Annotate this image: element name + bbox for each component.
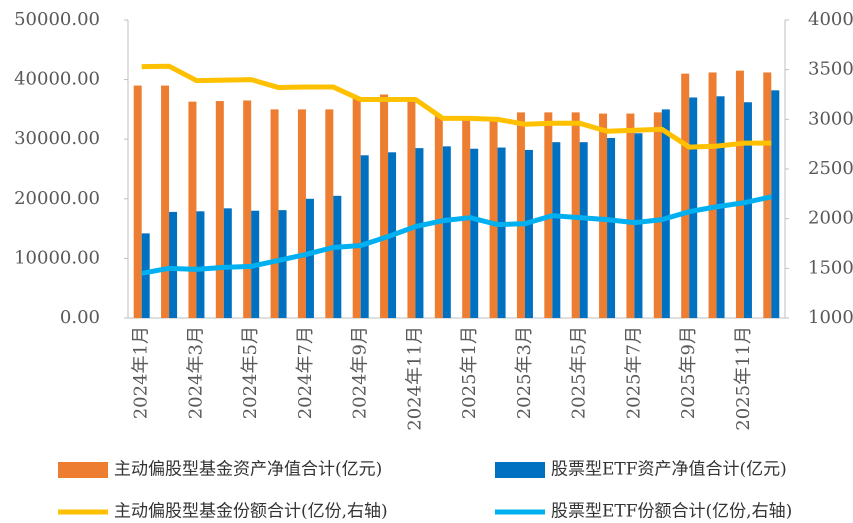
- y-tick-label: 40000.00: [14, 69, 100, 90]
- bar: [516, 112, 525, 318]
- y2-tick-label: 1500: [808, 257, 853, 278]
- bar: [133, 85, 142, 318]
- legend-label: 主动偏股型基金资产净值合计(亿元): [114, 460, 382, 480]
- x-tick-label: 2024年5月: [240, 326, 261, 419]
- bar: [607, 138, 616, 318]
- bar: [552, 142, 561, 318]
- y2-tick-label: 3500: [808, 59, 853, 80]
- bar: [270, 109, 279, 319]
- x-tick-label: 2025年9月: [678, 326, 699, 419]
- bar: [223, 208, 232, 318]
- bar: [735, 70, 744, 318]
- bar: [442, 146, 451, 318]
- bar: [415, 148, 424, 318]
- x-tick-label: 2024年9月: [350, 326, 371, 419]
- bar: [634, 133, 643, 318]
- bar: [169, 211, 178, 318]
- line: [141, 194, 772, 276]
- bar: [434, 115, 443, 318]
- bar: [626, 113, 635, 319]
- y2-tick-label: 2500: [808, 158, 853, 179]
- bar: [188, 101, 197, 318]
- x-tick-label: 2025年11月: [733, 326, 754, 431]
- x-tick-label: 2024年1月: [131, 326, 152, 419]
- bar: [743, 102, 752, 318]
- bar: [708, 72, 717, 318]
- bar: [325, 109, 334, 319]
- legend-swatch: [58, 462, 108, 478]
- bar: [243, 100, 252, 319]
- x-tick-label: 2025年5月: [569, 326, 590, 419]
- line: [141, 63, 772, 150]
- legend-label: 股票型ETF资产净值合计(亿元): [551, 460, 787, 480]
- bar: [497, 147, 506, 318]
- x-tick-label: 2025年1月: [459, 326, 480, 419]
- bar: [681, 73, 690, 318]
- bar: [278, 210, 287, 318]
- bar: [689, 97, 698, 318]
- y2-tick-label: 3000: [808, 108, 853, 129]
- y2-tick-label: 2000: [808, 208, 853, 229]
- bar: [161, 85, 170, 318]
- bar: [771, 90, 780, 318]
- bar: [599, 113, 608, 319]
- bar: [196, 211, 205, 318]
- bar: [579, 142, 588, 318]
- x-tick-label: 2025年7月: [623, 326, 644, 419]
- bar: [333, 195, 342, 318]
- bar: [141, 233, 150, 318]
- legend-label: 主动偏股型基金份额合计(亿份,右轴): [114, 502, 388, 522]
- x-tick-label: 2024年3月: [185, 326, 206, 419]
- bar: [380, 94, 389, 318]
- x-tick-label: 2024年11月: [404, 326, 425, 431]
- bar: [352, 97, 361, 318]
- y-tick-label: 20000.00: [14, 188, 100, 209]
- bar: [470, 148, 479, 318]
- bar: [489, 118, 498, 318]
- bar: [407, 97, 416, 318]
- x-tick-label: 2024年7月: [295, 326, 316, 419]
- y-tick-label: 30000.00: [14, 128, 100, 149]
- bar: [215, 101, 224, 318]
- bar: [360, 155, 369, 318]
- legend-label: 股票型ETF份额合计(亿份,右轴): [551, 502, 792, 522]
- y-tick-label: 50000.00: [14, 9, 100, 30]
- x-tick-label: 2025年3月: [514, 326, 535, 419]
- y-tick-label: 0.00: [60, 307, 100, 328]
- bar: [524, 149, 533, 318]
- bar: [297, 109, 306, 319]
- y-tick-label: 10000.00: [14, 247, 100, 268]
- bar: [653, 112, 662, 318]
- bar: [305, 198, 314, 318]
- y2-tick-label: 1000: [808, 307, 853, 328]
- legend-swatch: [495, 462, 545, 478]
- bar: [661, 109, 670, 319]
- y2-tick-label: 4000: [808, 9, 853, 30]
